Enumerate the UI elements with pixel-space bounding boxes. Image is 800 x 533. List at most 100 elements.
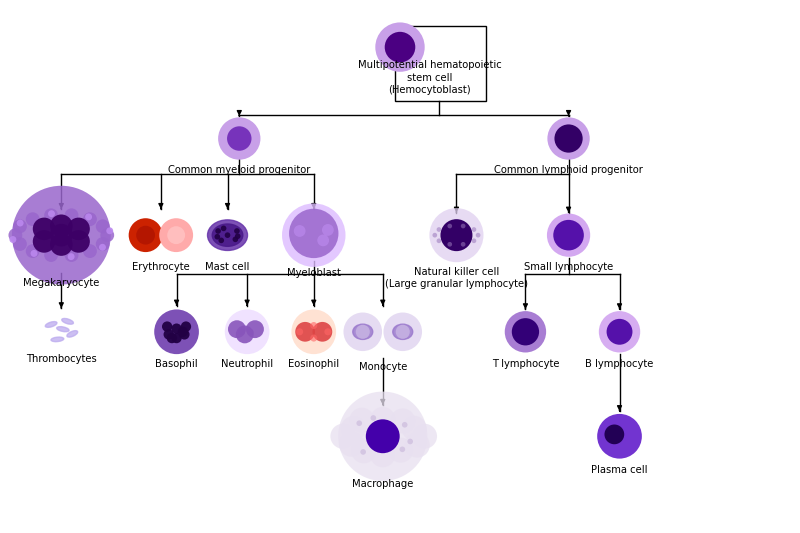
Ellipse shape — [383, 312, 422, 351]
Text: Common lymphoid progenitor: Common lymphoid progenitor — [494, 165, 643, 175]
Ellipse shape — [171, 324, 182, 334]
Ellipse shape — [233, 237, 238, 242]
Text: Common myeloid progenitor: Common myeloid progenitor — [168, 165, 310, 175]
Ellipse shape — [215, 228, 221, 234]
Ellipse shape — [129, 218, 162, 252]
Ellipse shape — [13, 237, 27, 251]
Ellipse shape — [437, 227, 442, 232]
Ellipse shape — [356, 325, 370, 339]
Text: Small lymphocyte: Small lymphocyte — [524, 262, 613, 272]
Ellipse shape — [44, 248, 58, 262]
Ellipse shape — [166, 333, 177, 343]
Text: Thrombocytes: Thrombocytes — [26, 354, 97, 364]
Text: Neutrophil: Neutrophil — [221, 359, 273, 369]
Ellipse shape — [50, 233, 73, 256]
Ellipse shape — [181, 321, 191, 332]
Ellipse shape — [430, 208, 483, 262]
Ellipse shape — [62, 319, 74, 324]
Ellipse shape — [339, 432, 364, 457]
Ellipse shape — [375, 22, 425, 72]
Ellipse shape — [599, 311, 640, 352]
Ellipse shape — [44, 208, 58, 222]
Ellipse shape — [390, 408, 415, 433]
Ellipse shape — [295, 322, 315, 342]
Ellipse shape — [343, 312, 382, 351]
Ellipse shape — [57, 327, 69, 332]
Ellipse shape — [46, 321, 57, 327]
Ellipse shape — [447, 242, 452, 247]
Ellipse shape — [366, 419, 400, 453]
Ellipse shape — [136, 226, 155, 245]
Ellipse shape — [370, 442, 395, 467]
Ellipse shape — [291, 310, 336, 354]
Bar — [394, 26, 486, 101]
Text: Plasma cell: Plasma cell — [591, 465, 648, 475]
Ellipse shape — [441, 219, 473, 251]
Ellipse shape — [330, 424, 355, 449]
Ellipse shape — [48, 210, 55, 217]
Ellipse shape — [10, 236, 16, 243]
Ellipse shape — [353, 324, 373, 340]
Ellipse shape — [212, 224, 243, 246]
Text: Monocyte: Monocyte — [358, 362, 407, 372]
Text: Mast cell: Mast cell — [206, 262, 250, 272]
Ellipse shape — [407, 439, 413, 445]
Ellipse shape — [318, 235, 329, 246]
Ellipse shape — [218, 117, 261, 160]
Ellipse shape — [179, 329, 190, 340]
Text: Megakaryocyte: Megakaryocyte — [23, 278, 99, 288]
Ellipse shape — [225, 232, 230, 238]
Ellipse shape — [357, 421, 362, 426]
Text: Eosinophil: Eosinophil — [288, 359, 339, 369]
Ellipse shape — [597, 414, 642, 458]
Ellipse shape — [106, 228, 113, 235]
Ellipse shape — [351, 438, 376, 463]
Ellipse shape — [547, 214, 590, 257]
Ellipse shape — [296, 328, 303, 335]
Ellipse shape — [399, 447, 405, 452]
Ellipse shape — [370, 415, 376, 421]
Ellipse shape — [412, 424, 437, 449]
Ellipse shape — [313, 322, 332, 342]
Ellipse shape — [228, 320, 246, 338]
Ellipse shape — [282, 204, 346, 267]
Ellipse shape — [85, 213, 92, 220]
Ellipse shape — [154, 310, 199, 354]
Ellipse shape — [402, 422, 407, 427]
Ellipse shape — [322, 224, 334, 236]
Ellipse shape — [26, 244, 39, 258]
Ellipse shape — [235, 233, 241, 239]
Ellipse shape — [227, 126, 251, 151]
Ellipse shape — [437, 238, 442, 243]
Ellipse shape — [472, 238, 476, 243]
Ellipse shape — [171, 333, 182, 343]
Ellipse shape — [236, 326, 254, 343]
Ellipse shape — [96, 220, 110, 233]
Ellipse shape — [547, 117, 590, 160]
Ellipse shape — [447, 224, 452, 228]
Ellipse shape — [26, 212, 39, 226]
Ellipse shape — [167, 226, 185, 244]
Text: Erythrocyte: Erythrocyte — [132, 262, 190, 272]
Ellipse shape — [218, 238, 224, 243]
Ellipse shape — [33, 230, 55, 253]
Ellipse shape — [207, 220, 247, 251]
Ellipse shape — [289, 209, 338, 258]
Text: Myeloblast: Myeloblast — [287, 268, 341, 278]
Ellipse shape — [234, 228, 240, 234]
Ellipse shape — [341, 416, 366, 441]
Text: Basophil: Basophil — [155, 359, 198, 369]
Ellipse shape — [83, 212, 97, 226]
Ellipse shape — [310, 322, 318, 329]
Ellipse shape — [100, 228, 114, 242]
Ellipse shape — [50, 224, 73, 246]
Ellipse shape — [12, 186, 110, 285]
Ellipse shape — [360, 449, 366, 455]
Ellipse shape — [13, 220, 27, 233]
Ellipse shape — [225, 310, 270, 354]
Ellipse shape — [505, 311, 546, 352]
Text: B lymphocyte: B lymphocyte — [586, 359, 654, 369]
Ellipse shape — [68, 253, 74, 260]
Ellipse shape — [461, 242, 466, 247]
Ellipse shape — [65, 208, 78, 222]
